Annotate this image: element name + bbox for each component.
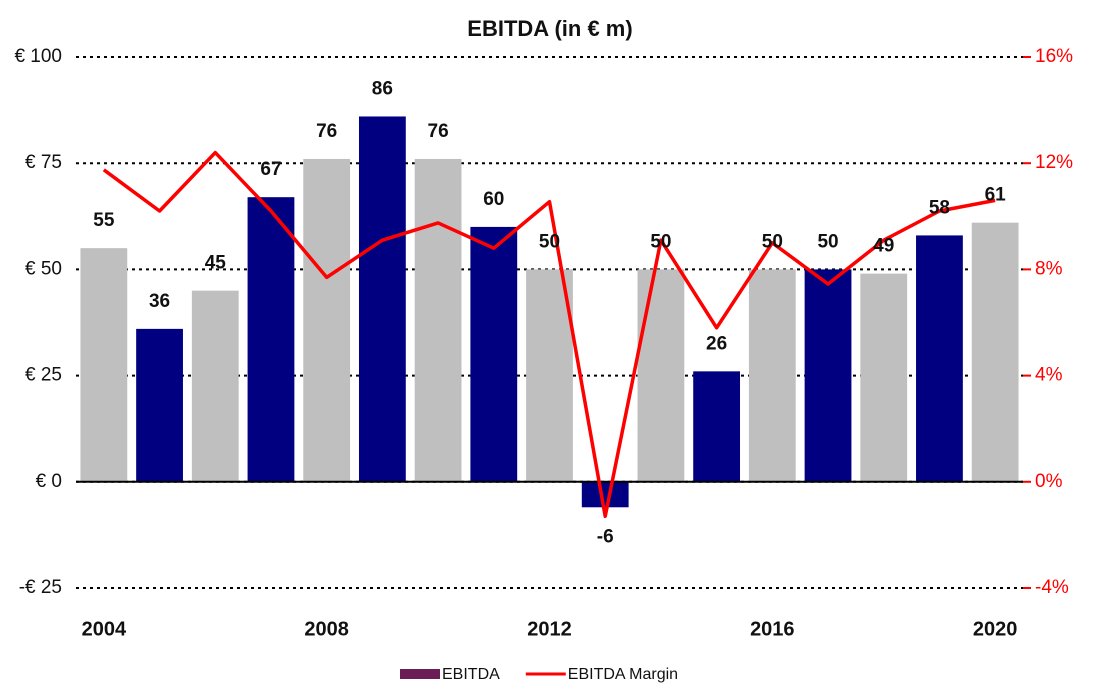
x-tick-label: 2016 [750,618,795,640]
data-label: 60 [483,189,504,210]
y-tick-label: € 25 [25,365,62,386]
data-label: 36 [149,291,170,312]
bar [581,481,629,508]
bar [358,116,406,482]
x-tick-label: 2004 [82,618,127,640]
data-label: 50 [539,231,560,252]
bar [526,269,573,482]
data-label: 86 [372,78,393,99]
y2-tick-label: 12% [1035,152,1073,173]
bar [916,235,963,482]
bar [637,269,685,482]
bar [80,248,128,482]
y2-tick-label: 8% [1035,258,1063,279]
x-tick-label: 2012 [527,618,572,640]
y2-tick-label: 0% [1035,471,1063,492]
y2-tick-label: -4% [1035,577,1069,598]
legend-label: EBITDA [442,666,500,683]
data-label: 49 [873,236,894,257]
bar [693,371,741,482]
chart-title: EBITDA (in € m) [467,16,632,41]
bar [804,269,852,482]
y-tick-label: € 50 [25,258,62,279]
bar [748,269,796,482]
bar [470,226,518,482]
data-label: 67 [260,159,281,180]
data-label: 58 [929,197,950,218]
bar [191,290,239,482]
bar [247,197,295,482]
y2-tick-label: 4% [1035,365,1063,386]
data-label: 55 [93,210,115,231]
line [102,150,996,519]
y-tick-label: -€ 25 [19,577,62,598]
bar [136,328,183,482]
data-label: 50 [817,231,838,252]
legend-label: EBITDA Margin [568,666,678,683]
bar [860,273,908,482]
data-label: 76 [316,121,337,142]
legend-swatch [400,669,440,679]
data-label: 50 [650,231,671,252]
data-label: 50 [762,231,783,252]
x-tick-label: 2008 [304,618,349,640]
y-tick-label: € 75 [25,152,62,173]
bar [414,158,462,482]
data-label: 26 [706,333,727,354]
y-tick-label: € 0 [36,471,62,492]
data-label: 76 [428,121,449,142]
data-label: 45 [205,253,227,274]
bar [971,222,1019,482]
data-label: -6 [597,526,614,547]
y-tick-label: € 100 [14,46,62,67]
data-label: 61 [985,185,1007,206]
bar [303,158,351,482]
x-tick-label: 2020 [973,618,1018,640]
y2-tick-label: 16% [1035,46,1073,67]
